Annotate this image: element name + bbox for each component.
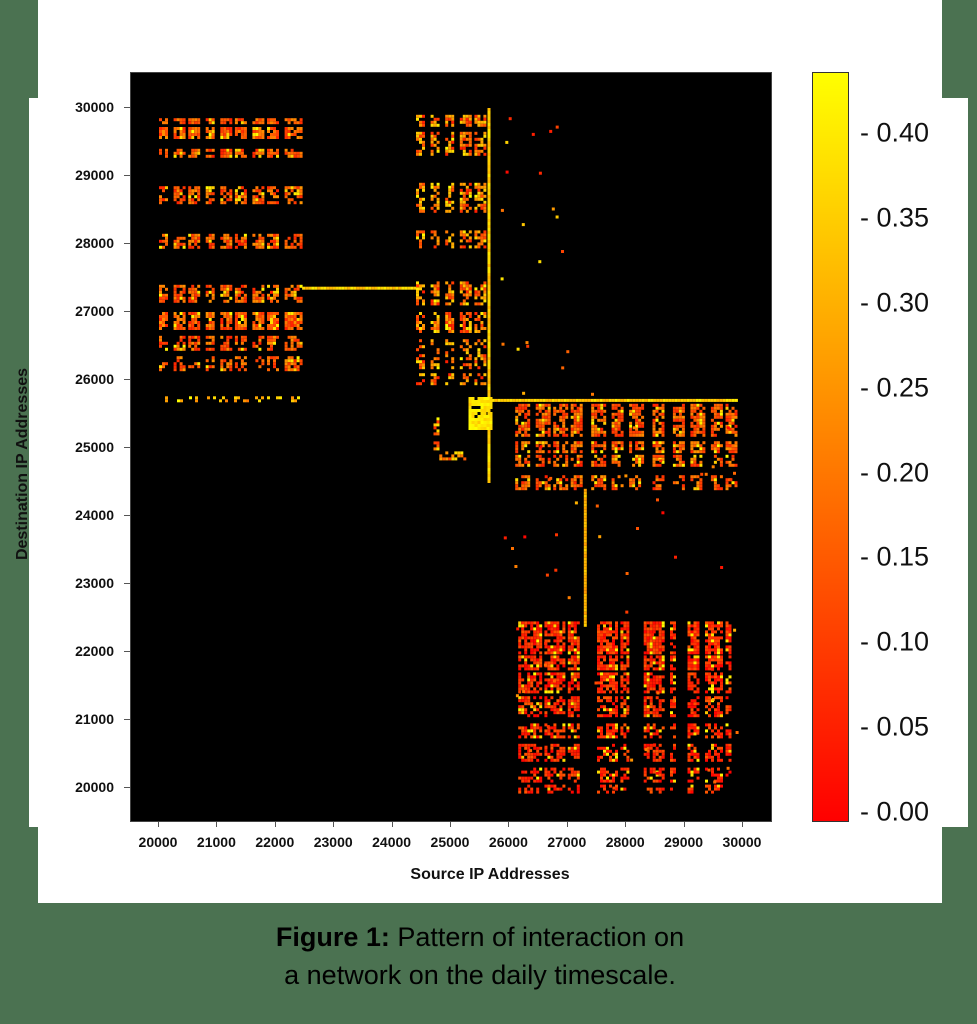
y-tick-label: 27000 bbox=[75, 303, 114, 319]
x-tick-mark bbox=[333, 822, 335, 827]
x-tick-mark bbox=[274, 822, 276, 827]
y-tick-label: 25000 bbox=[75, 439, 114, 455]
y-tick-label: 22000 bbox=[75, 643, 114, 659]
y-tick-mark bbox=[124, 243, 130, 244]
y-tick-label: 21000 bbox=[75, 711, 114, 727]
x-tick-mark bbox=[566, 822, 568, 827]
x-tick-label: 26000 bbox=[488, 834, 528, 850]
heatmap-canvas bbox=[159, 108, 739, 794]
y-tick-mark bbox=[124, 175, 130, 176]
x-tick-label: 29000 bbox=[664, 834, 704, 850]
x-tick-mark bbox=[508, 822, 510, 827]
y-tick-mark bbox=[124, 447, 130, 448]
y-tick-label: 28000 bbox=[75, 235, 114, 251]
y-tick-label: 30000 bbox=[75, 99, 114, 115]
x-tick-label: 30000 bbox=[722, 834, 762, 850]
y-tick-mark bbox=[124, 515, 130, 516]
caption-text-line1: Pattern of interaction on bbox=[389, 922, 685, 952]
x-tick-label: 25000 bbox=[430, 834, 470, 850]
x-tick-mark bbox=[158, 822, 159, 827]
x-tick-mark bbox=[683, 822, 685, 827]
figure-caption: Figure 1: Pattern of interaction on a ne… bbox=[180, 918, 780, 994]
y-tick-label: 24000 bbox=[75, 507, 114, 523]
colorbar-tick-label: - 0.35 bbox=[860, 202, 930, 233]
y-tick-label: 23000 bbox=[75, 575, 114, 591]
x-tick-label: 27000 bbox=[547, 834, 587, 850]
y-tick-mark bbox=[124, 583, 130, 584]
caption-text-line2: a network on the daily timescale. bbox=[284, 960, 676, 990]
colorbar-tick-label: - 0.10 bbox=[860, 626, 930, 657]
y-tick-label: 29000 bbox=[75, 167, 114, 183]
colorbar-tick-label: - 0.15 bbox=[860, 541, 930, 572]
x-tick-label: 24000 bbox=[372, 834, 412, 850]
x-tick-label: 21000 bbox=[196, 834, 236, 850]
colorbar-tick-label: - 0.00 bbox=[860, 796, 930, 827]
y-tick-mark bbox=[124, 311, 130, 312]
colorbar-tick-label: - 0.40 bbox=[860, 117, 930, 148]
x-axis-label: Source IP Addresses bbox=[410, 866, 570, 883]
y-tick-mark bbox=[124, 719, 130, 720]
colorbar-tick-label: - 0.05 bbox=[860, 711, 930, 742]
x-tick-mark bbox=[391, 822, 393, 827]
x-tick-mark bbox=[625, 822, 627, 827]
y-axis-label: Destination IP Addresses bbox=[14, 367, 31, 561]
colorbar-tick-label: - 0.25 bbox=[860, 372, 930, 403]
x-tick-mark bbox=[742, 822, 743, 827]
x-tick-label: 28000 bbox=[605, 834, 645, 850]
colorbar-tick-label: - 0.30 bbox=[860, 287, 930, 318]
x-tick-label: 20000 bbox=[138, 834, 178, 850]
x-tick-label: 23000 bbox=[313, 834, 353, 850]
y-tick-label: 20000 bbox=[75, 779, 114, 795]
x-tick-mark bbox=[216, 822, 218, 827]
colorbar bbox=[812, 72, 849, 822]
y-tick-mark bbox=[124, 379, 130, 380]
heatmap-plot-area bbox=[130, 72, 772, 822]
y-tick-mark bbox=[124, 787, 130, 788]
colorbar-tick-label: - 0.20 bbox=[860, 457, 930, 487]
y-tick-mark bbox=[124, 651, 130, 652]
x-tick-mark bbox=[450, 822, 451, 827]
x-tick-label: 22000 bbox=[255, 834, 295, 850]
y-tick-label: 26000 bbox=[75, 371, 114, 387]
y-tick-mark bbox=[124, 107, 130, 108]
caption-label: Figure 1: bbox=[275, 922, 390, 952]
